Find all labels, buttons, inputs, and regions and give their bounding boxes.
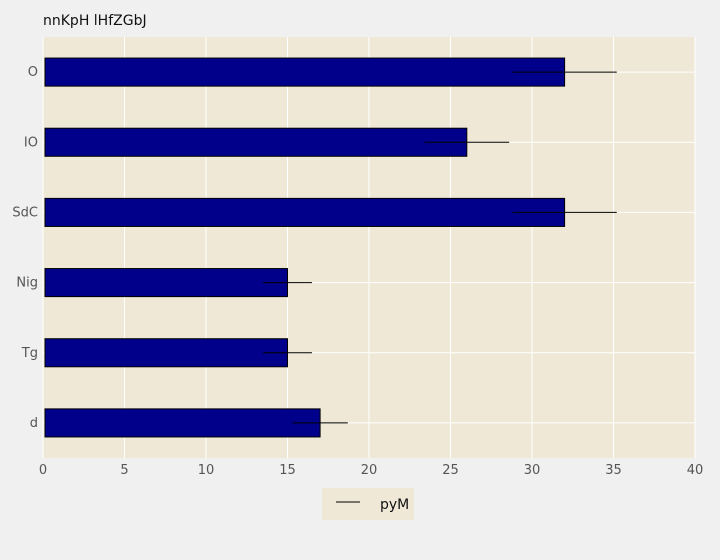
- y-tick-label: SdC: [12, 205, 38, 220]
- y-tick-label: Tg: [21, 346, 38, 361]
- x-tick-label: 35: [605, 463, 622, 478]
- chart-title: nnKpH lHfZGbJ: [43, 13, 147, 29]
- x-tick-label: 5: [120, 463, 128, 478]
- legend-box: [322, 488, 414, 520]
- bar: [44, 57, 566, 87]
- x-tick-label: 0: [39, 463, 47, 478]
- y-tick-label: O: [28, 65, 38, 80]
- y-tick-label: d: [30, 416, 38, 431]
- bar: [44, 338, 288, 368]
- x-tick-label: 40: [687, 463, 704, 478]
- x-tick-label: 25: [442, 463, 459, 478]
- bar: [44, 127, 468, 157]
- legend-label: pyM: [380, 497, 409, 513]
- bar: [44, 408, 321, 438]
- x-tick-label: 20: [361, 463, 378, 478]
- x-tick-label: 10: [198, 463, 215, 478]
- x-tick-label: 15: [279, 463, 296, 478]
- y-tick-label: Nig: [16, 276, 38, 291]
- bar: [44, 268, 288, 298]
- bar: [44, 197, 566, 227]
- x-tick-label: 30: [524, 463, 541, 478]
- y-tick-label: IO: [24, 135, 38, 150]
